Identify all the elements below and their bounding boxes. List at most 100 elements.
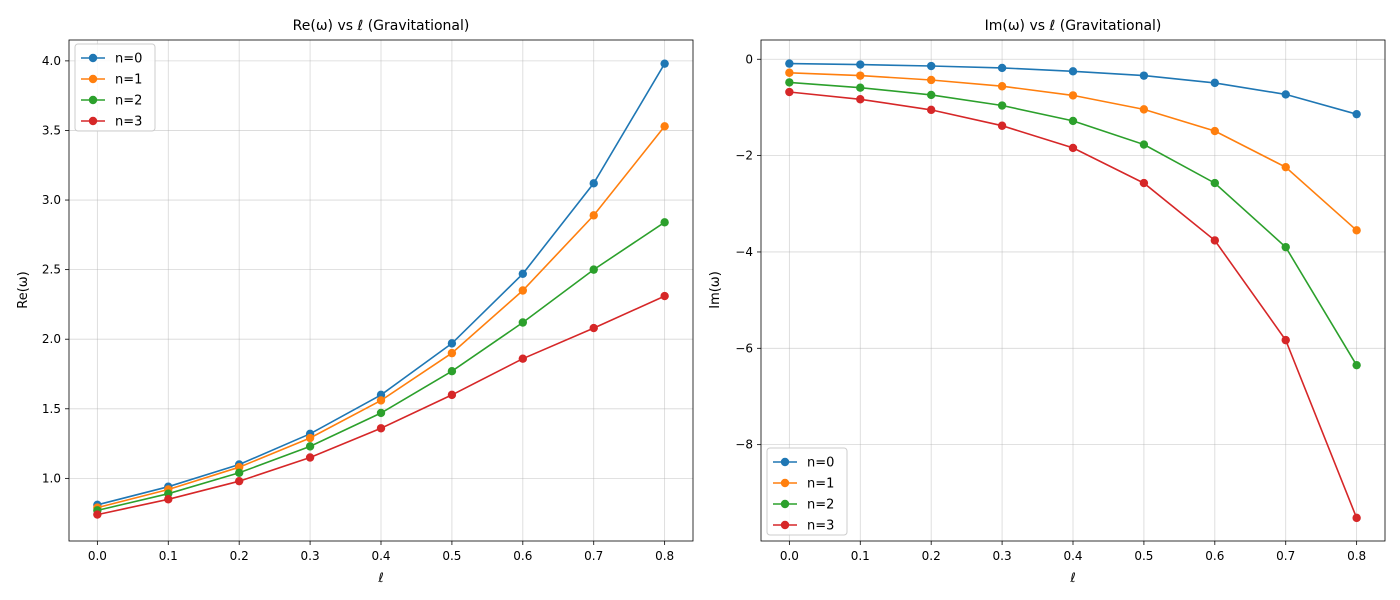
y-tick-label: 4.0 [42, 54, 61, 68]
data-point [1210, 178, 1220, 188]
legend-swatch-marker [780, 499, 790, 509]
legend-label: n=0 [115, 52, 142, 67]
data-point [1352, 360, 1361, 370]
series-n0 [785, 59, 1361, 119]
data-point [1210, 126, 1220, 136]
data-point [1139, 178, 1149, 188]
x-tick-label: 0.2 [230, 549, 249, 563]
data-point [1210, 236, 1220, 245]
data-point [376, 396, 386, 405]
data-point [447, 390, 457, 400]
data-point [589, 323, 598, 333]
data-point [1139, 105, 1149, 114]
data-point [856, 83, 865, 92]
data-point [1068, 91, 1078, 100]
data-point [856, 60, 865, 69]
data-point [447, 348, 457, 358]
data-point [305, 442, 315, 451]
legend-label: n=2 [115, 94, 142, 109]
series-n1 [785, 68, 1361, 235]
data-point [997, 121, 1007, 130]
legend-swatch-marker [88, 53, 98, 63]
y-tick-label: 2.0 [42, 332, 61, 346]
legend: n=0 n=1 n=2 n=3 [766, 447, 848, 536]
data-point [1352, 513, 1361, 523]
data-point [926, 90, 936, 100]
chart-title: Re(ω) vs ℓ (Gravitational) [293, 18, 470, 34]
plot-frame [760, 39, 1386, 542]
data-point [1068, 116, 1078, 126]
y-tick-label: 2.5 [42, 263, 61, 277]
x-tick-label: 0.5 [1134, 549, 1153, 563]
data-point [1139, 71, 1149, 80]
plot-frame [68, 39, 694, 542]
y-axis-label: Re(ω) [16, 271, 31, 308]
data-point [589, 179, 598, 188]
data-point [1068, 143, 1078, 153]
data-point [447, 367, 457, 376]
x-tick-label: 0.3 [301, 549, 320, 563]
data-point [660, 218, 669, 227]
data-point [926, 61, 936, 71]
data-point [856, 95, 865, 104]
data-point [589, 265, 598, 274]
data-point [376, 424, 386, 433]
data-point [518, 286, 528, 295]
data-point [1352, 109, 1361, 119]
x-tick-label: 0.8 [655, 549, 674, 563]
data-point [997, 82, 1007, 91]
data-point [305, 453, 315, 462]
data-point [1352, 226, 1361, 235]
data-point [234, 476, 244, 486]
data-point [660, 291, 669, 301]
legend-label: n=1 [115, 73, 142, 88]
y-tick-label: 3.5 [42, 123, 61, 137]
data-point [518, 318, 528, 327]
data-point [376, 408, 386, 418]
data-point [660, 59, 669, 68]
legend-label: n=3 [807, 519, 834, 534]
data-point [660, 122, 669, 131]
x-tick-label: 0.1 [851, 549, 870, 563]
data-point [518, 269, 528, 278]
data-point [234, 468, 244, 478]
data-point [1281, 162, 1290, 172]
series-n3 [93, 291, 669, 519]
legend-swatch-marker [88, 74, 98, 84]
im-omega-chart: Im(ω) vs ℓ (Gravitational) ℓ Im(ω) 0.0 0.… [708, 18, 1386, 586]
legend-label: n=1 [807, 477, 834, 492]
data-point [518, 354, 528, 363]
x-tick-label: 0.7 [1276, 549, 1295, 563]
data-point [785, 68, 794, 77]
series-n2 [785, 78, 1361, 370]
y-tick-label: −8 [735, 438, 753, 452]
data-point [1281, 90, 1290, 99]
y-axis-label: Im(ω) [708, 271, 723, 309]
legend-box [74, 43, 156, 132]
legend-box [766, 447, 848, 536]
data-point [1281, 335, 1290, 345]
x-axis-label: ℓ [377, 571, 383, 586]
legend-swatch-marker [780, 457, 790, 467]
x-tick-label: 0.4 [1063, 549, 1082, 563]
data-point [1281, 242, 1290, 252]
y-tick-label: −4 [735, 245, 753, 259]
data-point [785, 87, 794, 97]
y-tick-label: −6 [735, 341, 753, 355]
y-tick-label: 0 [745, 52, 753, 66]
legend-swatch-marker [780, 478, 790, 488]
x-tick-label: 0.5 [442, 549, 461, 563]
x-tick-label: 0.3 [993, 549, 1012, 563]
x-tick-label: 0.6 [1205, 549, 1224, 563]
data-point [926, 75, 936, 85]
legend-swatch-marker [88, 116, 98, 126]
series-n3 [785, 87, 1361, 523]
y-tick-label: 1.0 [42, 471, 61, 485]
x-tick-label: 0.0 [88, 549, 107, 563]
data-point [997, 63, 1007, 73]
legend-label: n=3 [115, 115, 142, 130]
data-point [785, 78, 794, 87]
legend: n=0 n=1 n=2 n=3 [74, 43, 156, 132]
x-tick-label: 0.7 [584, 549, 603, 563]
legend-label: n=0 [807, 456, 834, 471]
